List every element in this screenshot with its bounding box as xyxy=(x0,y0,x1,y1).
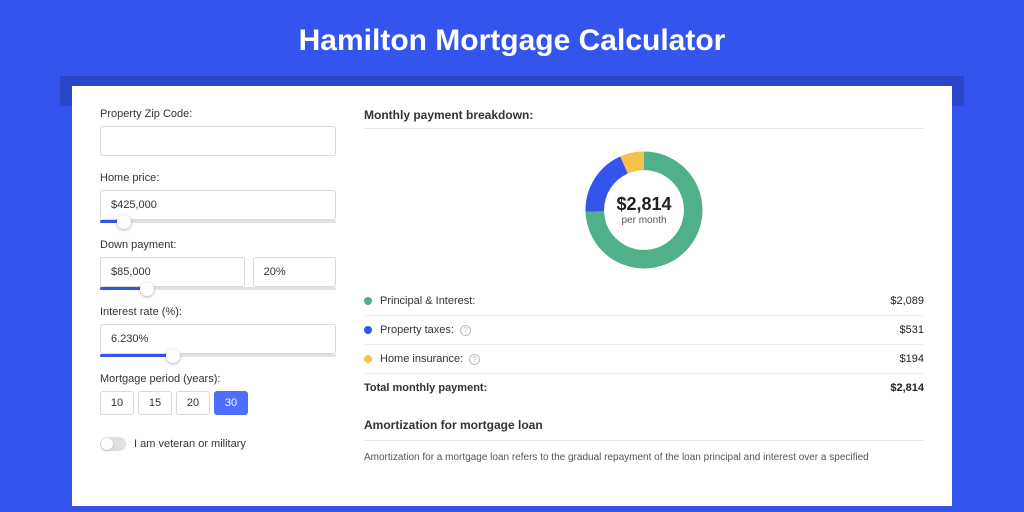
legend-dot xyxy=(364,355,372,363)
zip-input[interactable] xyxy=(100,126,336,156)
line-items: Principal & Interest: $2,089 Property taxe… xyxy=(364,287,924,374)
help-icon[interactable]: ? xyxy=(469,354,480,365)
line-item-2: Home insurance:? $194 xyxy=(364,345,924,374)
donut-amount: $2,814 xyxy=(616,194,671,215)
line-item-label: Home insurance: xyxy=(380,353,463,365)
home-price-group: Home price: xyxy=(100,172,336,223)
veteran-toggle[interactable] xyxy=(100,437,126,451)
zip-label: Property Zip Code: xyxy=(100,108,336,120)
form-column: Property Zip Code: Home price: Down paym… xyxy=(100,108,336,506)
down-payment-slider[interactable] xyxy=(100,287,336,290)
donut-sub: per month xyxy=(621,215,666,226)
home-price-slider-thumb[interactable] xyxy=(117,215,131,229)
breakdown-title: Monthly payment breakdown: xyxy=(364,108,924,122)
donut-chart: $2,814 per month xyxy=(579,145,709,275)
amortization-text: Amortization for a mortgage loan refers … xyxy=(364,451,924,465)
line-item-0: Principal & Interest: $2,089 xyxy=(364,287,924,316)
legend-dot xyxy=(364,297,372,305)
divider xyxy=(364,128,924,129)
down-payment-group: Down payment: xyxy=(100,239,336,290)
period-button-20[interactable]: 20 xyxy=(176,391,210,415)
period-label: Mortgage period (years): xyxy=(100,373,336,385)
down-payment-input[interactable] xyxy=(100,257,245,287)
donut-center: $2,814 per month xyxy=(579,145,709,275)
home-price-label: Home price: xyxy=(100,172,336,184)
interest-slider[interactable] xyxy=(100,354,336,357)
veteran-toggle-knob xyxy=(101,438,113,450)
interest-slider-fill xyxy=(100,354,173,357)
interest-label: Interest rate (%): xyxy=(100,306,336,318)
line-item-label: Principal & Interest: xyxy=(380,295,475,307)
total-row: Total monthly payment: $2,814 xyxy=(364,374,924,402)
line-item-1: Property taxes:? $531 xyxy=(364,316,924,345)
period-button-30[interactable]: 30 xyxy=(214,391,248,415)
legend-dot xyxy=(364,326,372,334)
line-item-value: $194 xyxy=(900,353,924,365)
line-item-label: Property taxes: xyxy=(380,324,454,336)
line-item-value: $2,089 xyxy=(890,295,924,307)
help-icon[interactable]: ? xyxy=(460,325,471,336)
interest-slider-thumb[interactable] xyxy=(166,349,180,363)
down-payment-slider-thumb[interactable] xyxy=(140,282,154,296)
amortization-divider xyxy=(364,440,924,441)
period-group: Mortgage period (years): 10152030 xyxy=(100,373,336,415)
line-item-value: $531 xyxy=(900,324,924,336)
veteran-label: I am veteran or military xyxy=(134,438,246,450)
breakdown-column: Monthly payment breakdown: $2,814 per mo… xyxy=(364,108,924,506)
calculator-card: Property Zip Code: Home price: Down paym… xyxy=(72,86,952,506)
period-button-10[interactable]: 10 xyxy=(100,391,134,415)
down-payment-label: Down payment: xyxy=(100,239,336,251)
home-price-input[interactable] xyxy=(100,190,336,220)
interest-input[interactable] xyxy=(100,324,336,354)
total-label: Total monthly payment: xyxy=(364,382,487,394)
home-price-slider[interactable] xyxy=(100,220,336,223)
interest-group: Interest rate (%): xyxy=(100,306,336,357)
amortization-title: Amortization for mortgage loan xyxy=(364,418,924,432)
period-row: 10152030 xyxy=(100,391,336,415)
period-button-15[interactable]: 15 xyxy=(138,391,172,415)
page-title: Hamilton Mortgage Calculator xyxy=(0,0,1024,76)
down-payment-pct-input[interactable] xyxy=(253,257,336,287)
donut-wrap: $2,814 per month xyxy=(364,139,924,287)
total-value: $2,814 xyxy=(890,382,924,394)
veteran-row: I am veteran or military xyxy=(100,437,336,451)
zip-group: Property Zip Code: xyxy=(100,108,336,156)
